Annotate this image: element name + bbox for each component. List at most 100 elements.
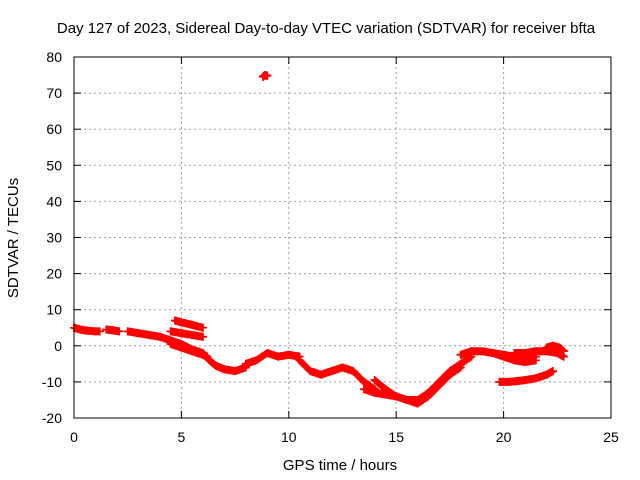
data-point	[284, 350, 293, 359]
data-point	[381, 385, 390, 394]
data-point	[542, 370, 551, 379]
y-tick-label: 60	[46, 121, 62, 137]
data-point	[317, 370, 326, 379]
data-point	[188, 330, 197, 339]
data-point	[203, 352, 212, 361]
data-point	[531, 374, 540, 383]
x-tick-label: 20	[496, 429, 512, 445]
data-point	[327, 367, 336, 376]
series-arc-2	[102, 325, 124, 336]
series-arc-12	[402, 363, 465, 408]
y-tick-label: -10	[42, 374, 62, 390]
series-arc-8	[259, 71, 272, 81]
series-arc-4	[170, 316, 207, 332]
data-point	[549, 367, 558, 376]
data-point	[123, 327, 132, 336]
y-tick-label: 50	[46, 157, 62, 173]
data-point	[495, 377, 504, 386]
y-tick-label: 20	[46, 266, 62, 282]
data-point	[549, 341, 558, 350]
data-point	[445, 370, 454, 379]
data-point	[166, 339, 175, 348]
y-tick-label: 0	[54, 338, 62, 354]
data-point	[231, 367, 240, 376]
data-point	[82, 326, 91, 335]
data-point	[467, 347, 476, 356]
data-point	[198, 350, 207, 359]
data-point	[435, 381, 444, 390]
data-point	[413, 399, 422, 408]
data-point	[108, 326, 117, 335]
marker-trace	[241, 349, 304, 368]
data-point	[456, 363, 465, 372]
data-point	[198, 323, 207, 332]
x-tick-label: 10	[281, 429, 297, 445]
data-point	[177, 329, 186, 338]
axis-ticks: 0 5 10 15 20 25 -20 -10 0 10 20 30 40 50 60 70 80	[42, 49, 619, 445]
chart-title: Day 127 of 2023, Sidereal Day-to-day VTE…	[57, 20, 596, 37]
data-point	[306, 367, 315, 376]
data-point	[220, 365, 229, 374]
data-point	[145, 330, 154, 339]
series-arc-1	[70, 323, 104, 336]
data-point	[531, 347, 540, 356]
data-point	[542, 343, 551, 352]
series-arc-9	[295, 356, 379, 394]
y-tick-label: 40	[46, 193, 62, 209]
data-point	[488, 349, 497, 358]
data-point	[252, 356, 261, 365]
data-point	[177, 318, 186, 327]
data-point	[155, 332, 164, 341]
data-point	[188, 347, 197, 356]
data-point	[263, 71, 272, 80]
data-point	[115, 327, 124, 336]
y-axis-title: SDTVAR / TECUs	[5, 178, 22, 298]
data-point	[512, 377, 521, 386]
y-tick-label: 10	[46, 302, 62, 318]
data-point	[188, 320, 197, 329]
data-point	[559, 347, 568, 356]
data-point	[359, 385, 368, 394]
data-point	[295, 356, 304, 365]
series-arc-7	[241, 349, 304, 368]
x-tick-label: 5	[178, 429, 186, 445]
data-point	[170, 316, 179, 325]
data-point	[478, 347, 487, 356]
data-point	[392, 392, 401, 401]
marker-trace	[166, 339, 212, 361]
data-point	[521, 349, 530, 358]
data-point	[456, 350, 465, 359]
data-point	[424, 392, 433, 401]
data-point	[510, 349, 519, 358]
data-point	[95, 327, 104, 336]
series-arc-17	[542, 341, 568, 356]
series-arc-11	[370, 376, 401, 401]
y-tick-label: 70	[46, 85, 62, 101]
data-point	[76, 325, 85, 334]
data-point	[338, 363, 347, 372]
data-point	[503, 377, 512, 386]
data-point	[499, 350, 508, 359]
data-point	[263, 349, 272, 358]
data-point	[134, 329, 143, 338]
data-point	[349, 367, 358, 376]
y-tick-label: 80	[46, 49, 62, 65]
data-point	[521, 376, 530, 385]
data-markers	[70, 71, 568, 408]
data-point	[359, 377, 368, 386]
series-arc-6	[166, 339, 212, 361]
x-tick-label: 25	[603, 429, 619, 445]
y-tick-label: -20	[42, 410, 62, 426]
data-point	[241, 359, 250, 368]
marker-trace	[495, 367, 558, 386]
series-arc-15	[510, 347, 568, 361]
x-tick-label: 15	[388, 429, 404, 445]
data-point	[177, 343, 186, 352]
data-point	[211, 361, 220, 370]
data-point	[198, 332, 207, 341]
data-point	[402, 395, 411, 404]
series-arc-10	[359, 352, 476, 404]
y-tick-label: 30	[46, 230, 62, 246]
data-point	[274, 352, 283, 361]
